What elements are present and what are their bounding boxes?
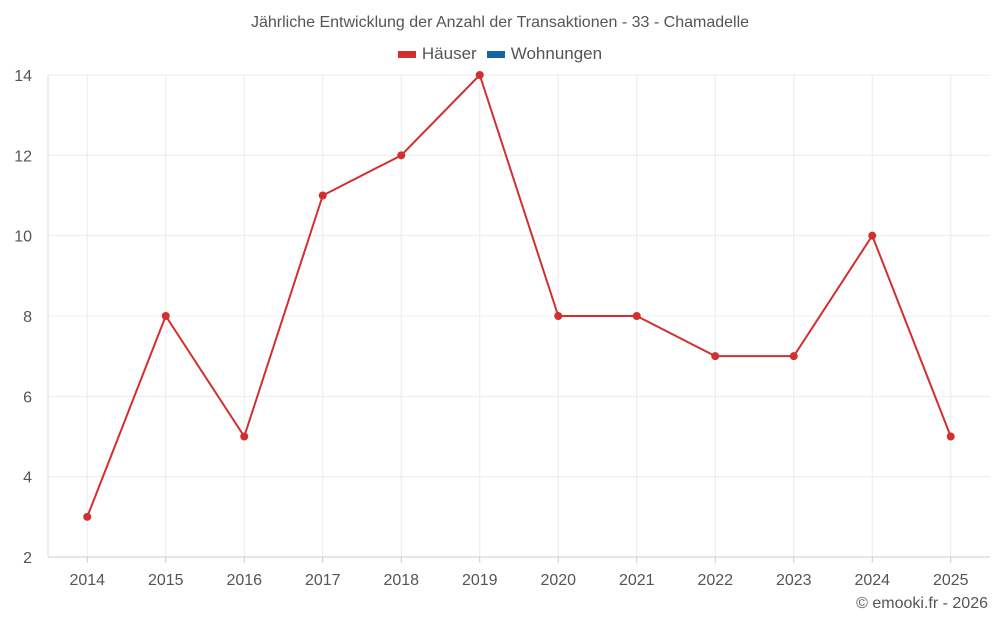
legend-swatch-haeuser <box>397 50 416 58</box>
data-point <box>475 71 484 79</box>
data-point <box>318 191 327 200</box>
data-point <box>554 312 563 320</box>
x-tick-label: 2020 <box>540 572 576 589</box>
y-tick-label: 12 <box>14 148 32 165</box>
y-tick-label: 14 <box>14 68 32 85</box>
legend-item-wohnungen[interactable]: Wohnungen <box>486 44 603 64</box>
data-point <box>161 312 170 320</box>
data-point <box>632 312 641 320</box>
x-tick-label: 2023 <box>776 572 812 589</box>
legend-item-haeuser[interactable]: Häuser <box>397 44 477 64</box>
y-tick-label: 2 <box>23 550 32 567</box>
y-tick-label: 8 <box>23 309 32 326</box>
legend-swatch-wohnungen <box>486 50 505 58</box>
x-tick-label: 2021 <box>619 572 655 589</box>
data-point <box>397 151 406 160</box>
data-point <box>946 432 955 441</box>
x-tick-label: 2024 <box>854 572 890 589</box>
legend: Häuser Wohnungen <box>0 44 1000 64</box>
x-tick-label: 2018 <box>383 572 419 589</box>
legend-label-haeuser: Häuser <box>421 44 477 63</box>
x-tick-label: 2014 <box>69 572 105 589</box>
chart-title: Jährliche Entwicklung der Anzahl der Tra… <box>250 14 750 31</box>
x-tick-label: 2017 <box>305 572 341 589</box>
x-tick-label: 2019 <box>462 572 498 589</box>
data-point <box>240 432 249 441</box>
data-point <box>711 352 720 361</box>
x-tick-label: 2025 <box>933 572 969 589</box>
legend-label-wohnungen: Wohnungen <box>510 44 603 63</box>
x-tick-label: 2016 <box>226 572 262 589</box>
data-point <box>868 231 877 240</box>
x-tick-label: 2015 <box>148 572 184 589</box>
series-line-0 <box>86 74 952 518</box>
watermark: © emooki.fr - 2026 <box>856 595 988 612</box>
y-tick-label: 10 <box>14 229 32 246</box>
x-tick-label: 2022 <box>697 572 733 589</box>
y-tick-label: 4 <box>23 470 32 487</box>
data-point <box>789 352 798 361</box>
data-point <box>83 512 92 521</box>
y-tick-label: 6 <box>23 389 32 406</box>
